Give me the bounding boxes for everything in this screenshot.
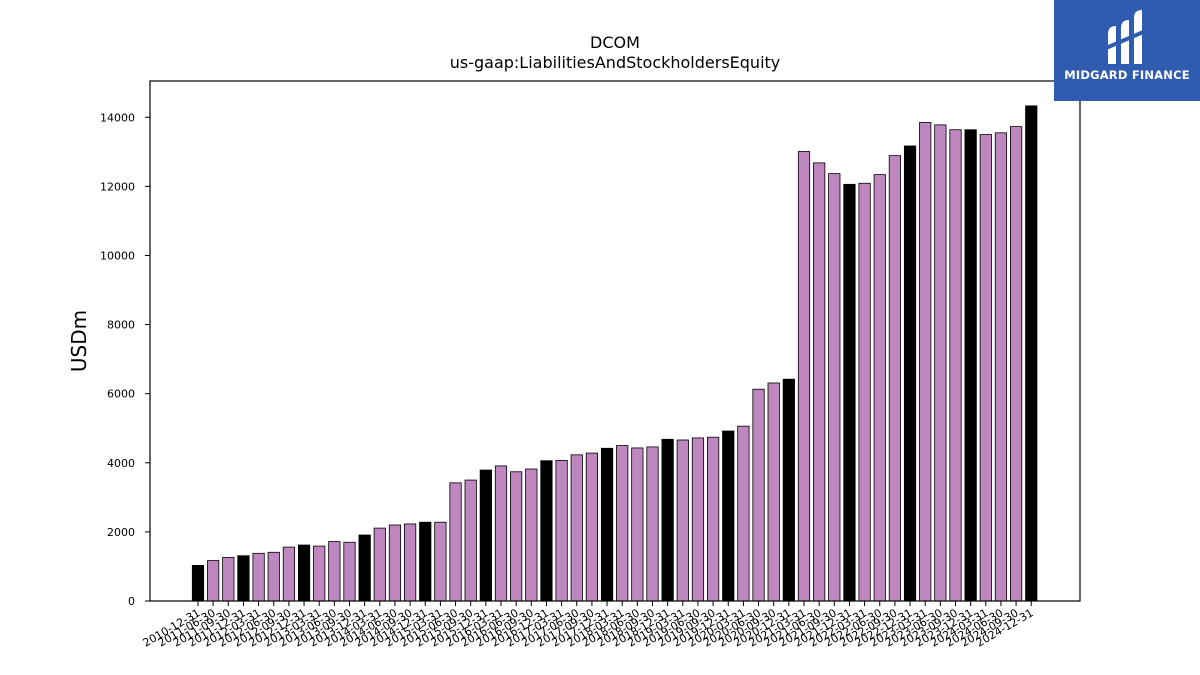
bar-2018-06-30 [631,447,644,602]
bar-2012-06-30 [267,551,280,602]
bar-2016-03-31 [494,465,508,602]
y-axis-label: USDm [67,310,91,372]
bar-2023-03-31 [919,122,932,602]
bar-2015-12-31 [479,469,492,602]
bar-2020-12-31 [782,378,795,602]
bar-2014-03-31 [373,527,386,602]
bar-2017-09-30 [585,452,599,602]
bar-2023-06-30 [934,124,947,602]
bar-2012-03-31 [252,552,265,602]
bar-2021-03-31 [797,151,811,602]
bar-2018-09-30 [646,446,659,602]
chart-title: DCOM [590,33,640,52]
bar-2024-09-30 [1010,126,1023,602]
bars-group [191,105,1038,602]
logo-mark-icon [1105,10,1149,64]
bar-2020-09-30 [767,382,780,602]
bar-2018-12-31 [661,438,674,602]
y-tick-label: 4000 [107,457,135,470]
bar-2016-06-30 [510,471,523,602]
bar-2010-12-31 [191,565,205,602]
bar-2024-06-30 [994,132,1008,602]
y-tick-label: 8000 [107,319,135,332]
bar-2015-03-31 [434,521,447,602]
bar-2019-06-30 [691,437,705,602]
y-tick-label: 12000 [100,180,135,193]
bar-2013-12-31 [358,534,371,602]
bar-2016-12-31 [540,460,553,602]
bar-2012-12-31 [297,544,311,602]
chart-subtitle: us-gaap:LiabilitiesAndStockholdersEquity [450,53,781,72]
bar-2013-09-30 [343,541,356,602]
bar-2021-09-30 [828,173,841,602]
bar-2022-06-30 [873,174,886,602]
y-tick-label: 14000 [100,111,135,124]
bar-2020-03-31 [737,425,750,602]
bar-2011-09-30 [222,557,235,602]
bar-2014-12-31 [419,521,432,602]
bar-2022-03-31 [858,182,871,602]
bar-2011-06-30 [207,560,220,602]
x-ticks-group: 2010-12-312011-06-302011-09-302011-12-31… [141,601,1036,650]
bar-2011-12-31 [237,555,250,602]
y-tick-label: 6000 [107,388,135,401]
bar-2024-12-31 [1025,105,1038,602]
bar-2022-09-30 [888,155,902,602]
plot-frame [149,80,1081,602]
bar-2017-03-31 [555,459,568,602]
bar-2013-06-30 [328,541,341,602]
bar-2022-12-31 [903,145,917,602]
bar-2019-03-31 [676,439,689,602]
y-tick-label: 0 [128,595,135,608]
bar-2013-03-31 [313,545,326,602]
bar-2023-12-31 [964,129,977,602]
y-tick-label: 10000 [100,249,135,262]
y-ticks-group: 0 2000 4000 6000 8000 10000 12000 14000 [100,111,150,608]
bar-2012-09-30 [282,546,296,602]
bar-2018-03-31 [616,445,629,602]
bar-2017-06-30 [570,454,583,602]
bar-2015-09-30 [464,479,477,602]
bar-2015-06-30 [449,482,462,602]
bar-2014-06-30 [388,524,402,602]
midgard-finance-logo: MIDGARD FINANCE [1054,0,1200,101]
bar-2020-06-30 [752,388,765,602]
y-tick-label: 2000 [107,526,135,539]
bar-2016-09-30 [525,468,538,602]
bar-2021-12-31 [843,183,856,602]
bar-2024-03-31 [979,134,992,602]
bar-2019-09-30 [707,436,720,602]
bar-2023-09-30 [949,129,962,602]
logo-text: MIDGARD FINANCE [1064,68,1190,82]
bar-2014-09-30 [403,523,417,602]
bar-2019-12-31 [722,430,735,602]
bar-2021-06-30 [813,162,826,602]
bar-2017-12-31 [600,447,614,602]
